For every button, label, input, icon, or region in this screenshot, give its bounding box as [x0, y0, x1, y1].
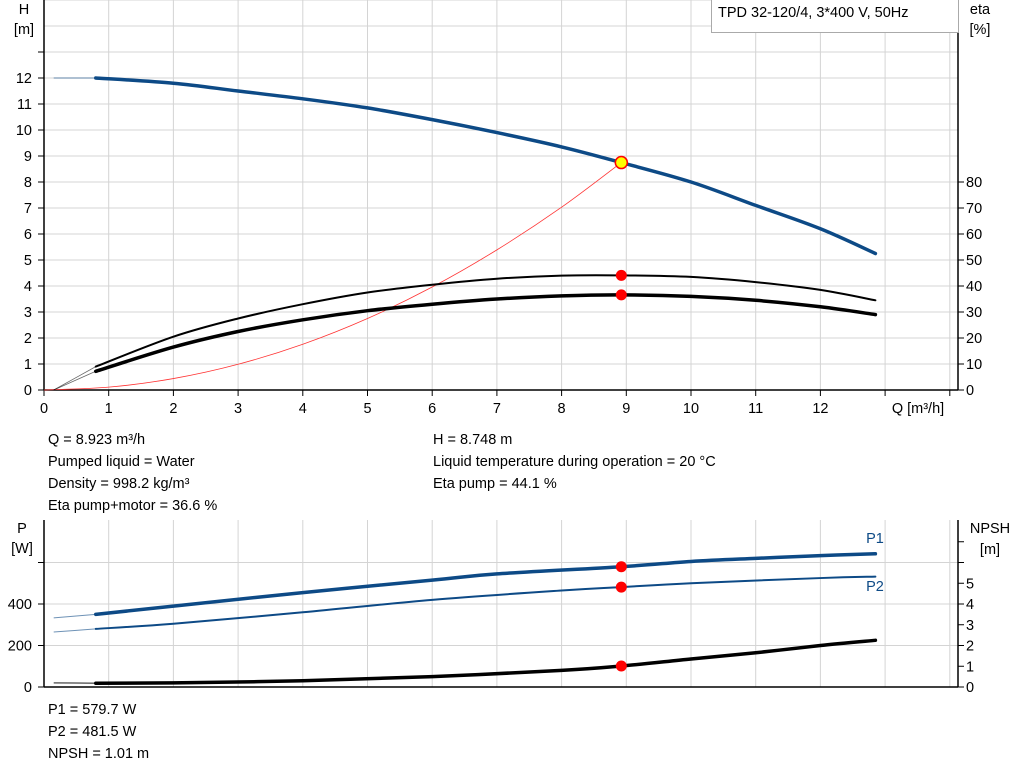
- info-liquid: Pumped liquid = Water: [48, 454, 195, 470]
- y2-tick-label: 2: [966, 639, 974, 655]
- eta-pump-curve-extrapolation: [53, 366, 96, 391]
- y-tick-label: 8: [24, 175, 32, 191]
- y2-tick-label: 20: [966, 331, 982, 347]
- info-right: H = 8.748 m Liquid temperature during op…: [433, 429, 716, 495]
- x-tick-label: 4: [299, 401, 307, 417]
- x-tick-label: 6: [428, 401, 436, 417]
- eta-pump-point: [615, 269, 627, 281]
- curves: [43, 76, 878, 686]
- y-tick-label: 9: [24, 149, 32, 165]
- x-tick-label: 2: [169, 401, 177, 417]
- info-p1: P1 = 579.7 W: [48, 702, 137, 718]
- info-eta-pump-motor: Eta pump+motor = 36.6 %: [48, 498, 218, 514]
- info-npsh: NPSH = 1.01 m: [48, 746, 150, 762]
- y2-tick-label: 30: [966, 305, 982, 321]
- eta-pump-curve: [94, 274, 877, 368]
- p2-point: [615, 581, 627, 593]
- head-curve: [94, 76, 878, 256]
- p1-series-label: P1: [866, 531, 884, 547]
- y2-tick-label: 40: [966, 279, 982, 295]
- info-power: P1 = 579.7 W P2 = 481.5 W NPSH = 1.01 m: [48, 699, 149, 765]
- npsh-point: [615, 660, 627, 672]
- y2-tick-label: 1: [966, 659, 974, 675]
- y-tick-label: 2: [24, 331, 32, 347]
- y-tick-label: 3: [24, 305, 32, 321]
- y-tick-label: 0: [24, 680, 32, 696]
- y2-tick-label: 0: [966, 383, 974, 399]
- x-tick-label: 12: [812, 401, 828, 417]
- x-axis-label: Q [m³/h]: [892, 401, 944, 417]
- y2-axis-unit: [%]: [970, 22, 991, 38]
- y-axis-label: H: [19, 2, 29, 18]
- info-eta-pump: Eta pump = 44.1 %: [433, 476, 557, 492]
- duty-point: [614, 155, 629, 170]
- y-tick-label: 1: [24, 357, 32, 373]
- y2-axis-label: eta: [970, 2, 991, 18]
- y-tick-label: 200: [8, 639, 32, 655]
- y2-tick-label: 3: [966, 618, 974, 634]
- p1-curve: [94, 552, 878, 617]
- y-axis-unit: [m]: [14, 22, 34, 38]
- x-tick-label: 3: [234, 401, 242, 417]
- y2-axis-unit: [m]: [980, 542, 1000, 558]
- y-axis-label: P: [17, 521, 27, 537]
- eta-pump-motor-point: [615, 289, 627, 301]
- x-tick-label: 10: [683, 401, 699, 417]
- info-density: Density = 998.2 kg/m³: [48, 476, 190, 492]
- y-tick-label: 4: [24, 279, 32, 295]
- y2-tick-label: 5: [966, 576, 974, 592]
- x-tick-label: 5: [363, 401, 371, 417]
- x-tick-label: 11: [748, 401, 763, 417]
- y2-tick-label: 4: [966, 597, 974, 613]
- axis-labels: 0 1 2 3 4 5 6 7 8 9 10 11 12 Q [m³/h]0123456789101112…: [8, 2, 1010, 696]
- eta-pump-motor-curve: [94, 293, 878, 374]
- y-tick-label: 0: [24, 383, 32, 399]
- system-curve: [43, 162, 622, 391]
- info-flow: Q = 8.923 m³/h: [48, 432, 146, 448]
- y2-tick-label: 10: [966, 357, 982, 373]
- bottom-grid: [38, 520, 964, 688]
- info-left: Q = 8.923 m³/h Pumped liquid = Water Den…: [48, 429, 217, 517]
- y-tick-label: 5: [24, 253, 32, 269]
- p1-point: [615, 561, 627, 573]
- y-tick-label: 12: [16, 71, 32, 87]
- model-title-box: TPD 32-120/4, 3*400 V, 50Hz: [711, 0, 959, 33]
- info-head: H = 8.748 m: [433, 432, 513, 448]
- y2-axis-label: NPSH: [970, 521, 1010, 537]
- x-tick-label: 9: [622, 401, 630, 417]
- p1-curve-extrapolation: [53, 613, 96, 619]
- y2-tick-label: 70: [966, 201, 982, 217]
- info-p2: P2 = 481.5 W: [48, 724, 137, 740]
- npsh-curve: [94, 638, 878, 686]
- y-tick-label: 7: [24, 201, 32, 217]
- x-tick-label: 8: [558, 401, 566, 417]
- p2-curve-extrapolation: [53, 628, 96, 633]
- top-grid: [38, 0, 964, 396]
- x-tick-label: 0: [40, 401, 48, 417]
- y-tick-label: 10: [16, 123, 32, 139]
- y2-tick-label: 0: [966, 680, 974, 696]
- p2-curve: [94, 575, 877, 630]
- p2-series-label: P2: [866, 579, 884, 595]
- y-tick-label: 400: [8, 597, 32, 613]
- y-tick-label: 11: [17, 97, 32, 113]
- x-tick-label: 1: [105, 401, 113, 417]
- y2-tick-label: 50: [966, 253, 982, 269]
- model-title: TPD 32-120/4, 3*400 V, 50Hz: [718, 5, 909, 21]
- y-axis-unit: [W]: [11, 541, 33, 557]
- y-tick-label: 6: [24, 227, 32, 243]
- eta-pump-motor-curve-extrapolation: [53, 370, 96, 391]
- info-temperature: Liquid temperature during operation = 20…: [433, 454, 716, 470]
- y2-tick-label: 60: [966, 227, 982, 243]
- x-tick-label: 7: [493, 401, 501, 417]
- y2-tick-label: 80: [966, 175, 982, 191]
